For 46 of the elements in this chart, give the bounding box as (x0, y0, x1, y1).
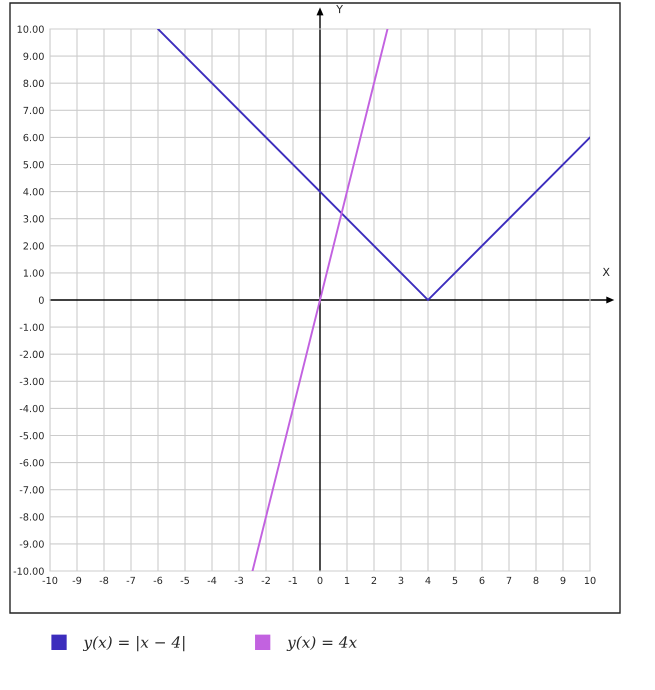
y-tick-label: 5.00 (24, 160, 44, 168)
y-tick-label: -9.00 (20, 540, 44, 548)
x-tick-label: 9 (560, 576, 566, 584)
x-tick-label: 0 (318, 576, 322, 584)
y-tick-label: 3.00 (24, 215, 44, 223)
x-tick-label: 2 (372, 576, 376, 584)
y-tick-label: 6.00 (23, 134, 44, 142)
y-tick-label: -7.00 (20, 486, 44, 494)
y-axis-title: Y (336, 4, 344, 14)
x-tick-label: 5 (452, 576, 458, 584)
x-tick-label: 10 (584, 576, 596, 584)
y-tick-label: 0 (38, 296, 44, 304)
x-tick-label: 7 (506, 576, 512, 584)
x-tick-label: -2 (262, 576, 270, 584)
y-tick-label: 7.00 (24, 106, 44, 114)
y-tick-label: -6.00 (20, 459, 44, 466)
x-tick-label: -4 (208, 576, 216, 584)
x-tick-label: -9 (72, 576, 82, 584)
x-tick-label: -7 (126, 576, 136, 584)
x-tick-label: 3 (398, 576, 404, 584)
y-tick-label: -5.00 (20, 432, 44, 440)
y-tick-label: -3.00 (20, 378, 44, 386)
y-tick-label: 9.00 (23, 52, 44, 60)
x-axis-title: X (602, 268, 610, 276)
x-tick-label: -3 (234, 576, 244, 584)
x-tick-label: -1 (288, 576, 297, 584)
y-tick-label: 1.00 (24, 269, 44, 277)
x-tick-label: 1 (344, 576, 350, 584)
y-tick-label: -1.00 (20, 324, 44, 331)
x-tick-label: -6 (154, 576, 162, 584)
y-tick-label: -8.00 (20, 513, 44, 521)
legend-label: y(x) = 4x (286, 636, 357, 652)
x-tick-label: 4 (425, 576, 431, 584)
x-tick-label: -10 (42, 576, 58, 584)
y-tick-label: -2.00 (20, 350, 44, 358)
x-tick-label: 8 (534, 576, 538, 584)
legend-label: y(x) = |x − 4| (82, 636, 184, 652)
y-tick-label: 10.00 (18, 25, 44, 33)
y-tick-label: -10.00 (14, 567, 44, 575)
x-tick-label: 6 (480, 576, 484, 584)
x-tick-label: -5 (180, 576, 189, 584)
y-tick-label: 8.00 (23, 80, 44, 88)
x-tick-label: -8 (100, 576, 108, 584)
y-tick-label: 4.00 (23, 188, 44, 196)
y-tick-label: -4.00 (20, 404, 44, 412)
y-tick-label: 2.00 (24, 242, 44, 250)
